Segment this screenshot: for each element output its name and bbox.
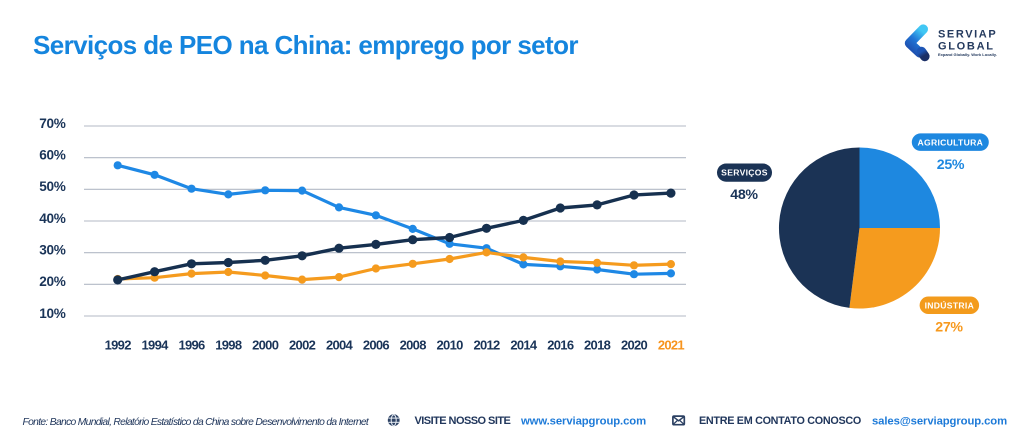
svg-text:30%: 30% xyxy=(39,243,66,258)
svg-text:ENTRE EM CONTATO CONOSCO: ENTRE EM CONTATO CONOSCO xyxy=(699,415,861,427)
svg-text:2000: 2000 xyxy=(252,338,279,353)
svg-text:48%: 48% xyxy=(730,187,758,203)
svg-text:sales@serviapgroup.com: sales@serviapgroup.com xyxy=(872,416,1007,428)
svg-text:Fonte: Banco Mundial, Relatóri: Fonte: Banco Mundial, Relatório Estatíst… xyxy=(23,417,370,428)
svg-text:SERVIÇOS: SERVIÇOS xyxy=(721,168,768,178)
svg-text:Expand Globally. Work Locally.: Expand Globally. Work Locally. xyxy=(938,52,997,57)
svg-text:2021: 2021 xyxy=(658,338,685,353)
svg-text:INDÚSTRIA: INDÚSTRIA xyxy=(925,299,975,310)
svg-text:2012: 2012 xyxy=(473,338,500,353)
svg-text:10%: 10% xyxy=(39,306,66,321)
svg-text:2002: 2002 xyxy=(289,338,316,353)
svg-text:2016: 2016 xyxy=(547,338,574,353)
svg-text:1992: 1992 xyxy=(105,338,132,353)
svg-text:2010: 2010 xyxy=(437,338,464,353)
svg-text:VISITE NOSSO SITE: VISITE NOSSO SITE xyxy=(415,415,511,427)
svg-text:www.serviapgroup.com: www.serviapgroup.com xyxy=(520,416,646,428)
svg-text:25%: 25% xyxy=(937,157,965,173)
svg-text:2004: 2004 xyxy=(326,338,354,353)
svg-text:60%: 60% xyxy=(39,148,66,163)
svg-text:GLOBAL: GLOBAL xyxy=(938,41,995,53)
svg-text:50%: 50% xyxy=(39,179,66,194)
svg-text:Serviços de PEO na China: empr: Serviços de PEO na China: emprego por se… xyxy=(33,30,578,60)
svg-text:2014: 2014 xyxy=(510,338,538,353)
svg-text:40%: 40% xyxy=(39,211,66,226)
svg-text:1998: 1998 xyxy=(215,338,242,353)
svg-text:2008: 2008 xyxy=(400,338,427,353)
svg-text:2018: 2018 xyxy=(584,338,611,353)
svg-text:1996: 1996 xyxy=(178,338,205,353)
svg-text:AGRICULTURA: AGRICULTURA xyxy=(917,137,983,147)
svg-text:1994: 1994 xyxy=(142,338,170,353)
svg-text:2006: 2006 xyxy=(363,338,390,353)
svg-text:70%: 70% xyxy=(39,116,66,131)
svg-text:20%: 20% xyxy=(39,274,66,289)
svg-text:SERVIAP: SERVIAP xyxy=(938,29,997,41)
svg-text:2020: 2020 xyxy=(621,338,648,353)
svg-text:27%: 27% xyxy=(935,320,963,336)
